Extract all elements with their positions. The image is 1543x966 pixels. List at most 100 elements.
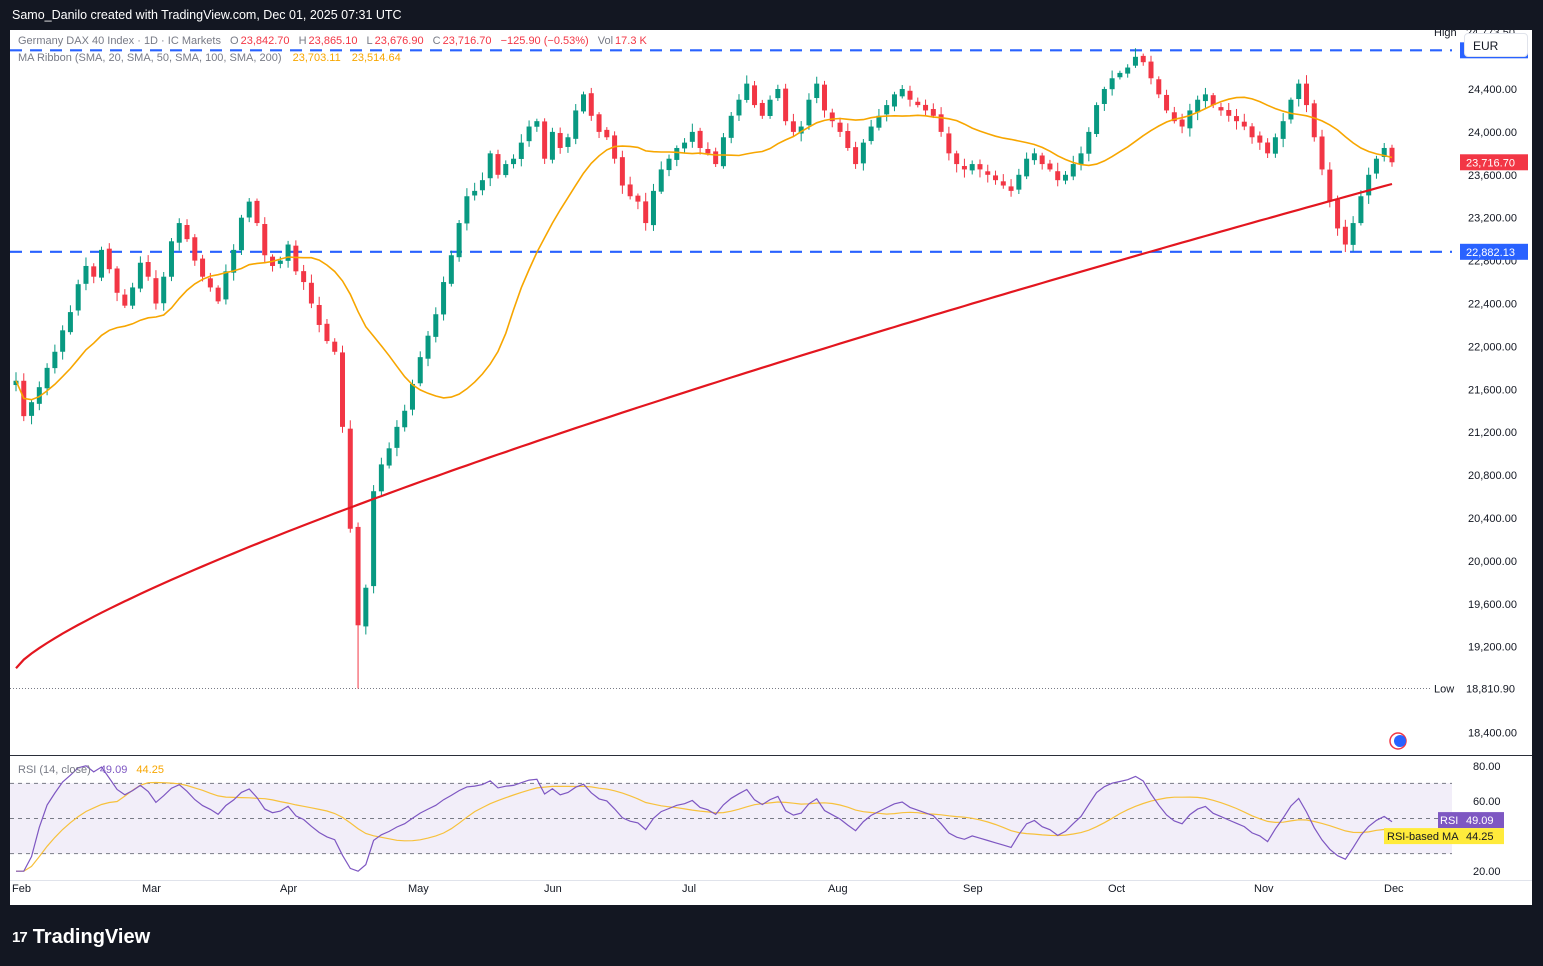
candle-body — [1148, 61, 1154, 79]
candle-body — [1311, 103, 1317, 138]
price-tick-label: 18,400.00 — [1468, 728, 1517, 740]
rsi-tick-label: 80.00 — [1473, 761, 1501, 773]
symbol-legend[interactable]: Germany DAX 40 Index · 1D · IC Markets O… — [18, 35, 649, 47]
candle-body — [223, 271, 229, 300]
candle-body — [1016, 174, 1022, 190]
candle-body — [1257, 135, 1263, 143]
price-scale-tag: High — [1434, 30, 1457, 39]
time-axis-label: Feb — [12, 883, 31, 895]
candle-body — [1241, 121, 1247, 127]
currency-button[interactable]: EUR — [1464, 33, 1528, 57]
ma-ribbon-label[interactable]: MA Ribbon (SMA, 20, SMA, 50, SMA, 100, S… — [18, 52, 282, 64]
candle-body — [83, 265, 89, 284]
candle-body — [938, 114, 944, 132]
time-axis-label: Sep — [963, 883, 983, 895]
candle-body — [1132, 56, 1138, 66]
time-axis-label: Oct — [1108, 883, 1125, 895]
candle-body — [1296, 83, 1302, 100]
candle-body — [285, 244, 291, 261]
candle-body — [713, 151, 719, 165]
candle-body — [853, 147, 859, 165]
candle-body — [604, 129, 610, 138]
candle-body — [1265, 142, 1271, 154]
price-tick-label: 20,800.00 — [1468, 470, 1517, 482]
candle-body — [161, 276, 167, 304]
candle-body — [1008, 186, 1014, 191]
candle-body — [518, 142, 524, 159]
volume-value: 17.3 K — [615, 35, 647, 47]
candle-body — [682, 142, 688, 149]
candle-body — [993, 175, 999, 181]
candle-body — [479, 180, 485, 191]
candle-body — [969, 164, 975, 171]
symbol-name[interactable]: Germany DAX 40 Index · 1D · IC Markets — [18, 35, 221, 47]
candle-body — [1187, 110, 1193, 129]
tradingview-logo-icon: 17 — [12, 928, 28, 946]
candle-body — [1381, 147, 1387, 157]
event-icon-inner — [1394, 735, 1406, 747]
candle-body — [876, 115, 882, 128]
candle-body — [542, 121, 548, 159]
low-label: L — [366, 35, 373, 47]
price-tick-label: 23,600.00 — [1468, 170, 1517, 182]
candle-body — [798, 126, 804, 134]
time-axis-label: Jun — [544, 883, 562, 895]
candle-body — [1125, 67, 1131, 74]
candle-body — [355, 526, 361, 626]
candle-body — [1039, 155, 1045, 165]
candle-body — [1327, 169, 1333, 202]
ma200-value: 23,514.64 — [351, 52, 401, 64]
candle-body — [526, 126, 532, 142]
chart-panel[interactable]: 18,400.0018,800.0019,200.0019,600.0020,0… — [10, 30, 1532, 905]
candle-body — [1303, 83, 1309, 106]
rsi-legend[interactable]: RSI (14, close) 49.09 44.25 — [18, 764, 164, 776]
candle-body — [99, 249, 105, 278]
candle-body — [378, 464, 384, 492]
rsi-line — [16, 765, 1393, 872]
candle-body — [565, 137, 571, 147]
candle-body — [1055, 171, 1061, 181]
candle-body — [13, 380, 19, 386]
candle-body — [1335, 199, 1341, 229]
candle-body — [433, 314, 439, 337]
candle-body — [75, 284, 81, 311]
candle-body — [697, 130, 703, 148]
candle-body — [114, 268, 120, 293]
candle-body — [961, 165, 967, 170]
candle-body — [1117, 72, 1123, 78]
candle-body — [215, 287, 221, 302]
candle-body — [689, 131, 695, 142]
candle-body — [207, 278, 213, 288]
candle-body — [386, 448, 392, 466]
ma200-line — [15, 182, 1393, 669]
rsi-label[interactable]: RSI (14, close) — [18, 764, 91, 776]
low-value: 23,676.90 — [374, 35, 424, 47]
candle-body — [860, 142, 866, 164]
candle-body — [1226, 110, 1232, 116]
candle-body — [347, 428, 353, 529]
candle-body — [814, 83, 820, 99]
candle-body — [705, 148, 711, 154]
price-scale-label: 22,882.13 — [1466, 247, 1515, 259]
price-tick-label: 19,200.00 — [1468, 642, 1517, 654]
rsi-name-label: RSI — [1440, 815, 1458, 827]
time-axis-label: Apr — [280, 883, 297, 895]
price-tick-label: 21,200.00 — [1468, 427, 1517, 439]
candle-body — [666, 158, 672, 171]
ma-legend[interactable]: MA Ribbon (SMA, 20, SMA, 50, SMA, 100, S… — [18, 52, 403, 64]
candle-body — [1280, 121, 1286, 139]
candle-body — [1024, 158, 1030, 177]
price-tick-label: 22,400.00 — [1468, 299, 1517, 311]
candle-body — [1195, 99, 1201, 113]
chart-canvas[interactable]: 18,400.0018,800.0019,200.0019,600.0020,0… — [10, 30, 1532, 905]
candle-body — [1234, 116, 1240, 122]
candle-body — [1101, 88, 1107, 104]
candle-body — [930, 109, 936, 116]
candle-body — [371, 491, 377, 587]
candle-body — [627, 184, 633, 197]
candle-body — [1202, 94, 1208, 102]
time-axis-label: Aug — [828, 883, 848, 895]
created-by-text: Samo_Danilo created with TradingView.com… — [12, 8, 402, 22]
candle-body — [915, 101, 921, 106]
time-axis-label: Jul — [682, 883, 696, 895]
